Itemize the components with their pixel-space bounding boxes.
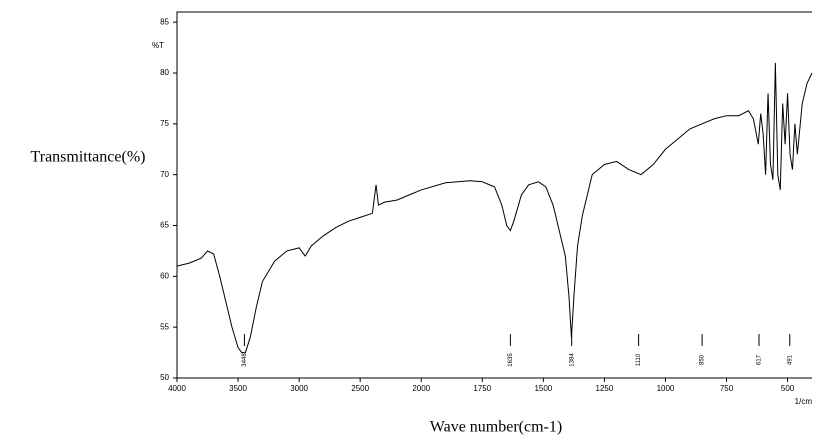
x-tick-label: 500 bbox=[781, 384, 795, 393]
plot-frame bbox=[176, 11, 812, 379]
peak-label: 1635 bbox=[508, 353, 514, 367]
y-tick-label: 60 bbox=[160, 271, 169, 280]
x-tick-label: 1750 bbox=[473, 384, 491, 393]
x-tick-label: 750 bbox=[720, 384, 734, 393]
y-tick-label: 70 bbox=[160, 170, 169, 179]
x-tick-label: 3500 bbox=[229, 384, 247, 393]
x-tick-label: 2000 bbox=[412, 384, 430, 393]
y-tick-label: 85 bbox=[160, 17, 169, 26]
x-unit: 1/cm bbox=[795, 397, 813, 406]
spectrum-line bbox=[176, 62, 813, 354]
y-tick-label: 75 bbox=[160, 119, 169, 128]
y-unit: %T bbox=[152, 41, 164, 50]
y-axis-label: Transmittance(%) bbox=[31, 149, 146, 166]
y-tick-label: 80 bbox=[160, 68, 169, 77]
x-axis-label: Wave number(cm-1) bbox=[430, 419, 562, 436]
y-tick-label: 50 bbox=[160, 373, 169, 382]
y-tick-label: 55 bbox=[160, 322, 169, 331]
peak-label: 1110 bbox=[636, 353, 642, 366]
x-tick-label: 2500 bbox=[351, 384, 369, 393]
y-tick-label: 65 bbox=[160, 221, 169, 230]
peak-label: 1384 bbox=[569, 353, 575, 367]
peak-label: 3448 bbox=[242, 353, 248, 367]
x-tick-label: 3000 bbox=[290, 384, 308, 393]
x-tick-label: 1000 bbox=[657, 384, 675, 393]
x-tick-label: 1500 bbox=[534, 384, 552, 393]
x-tick-label: 4000 bbox=[168, 384, 186, 393]
peak-label: 491 bbox=[787, 354, 793, 365]
peak-label: 617 bbox=[757, 354, 763, 365]
x-tick-label: 1250 bbox=[596, 384, 614, 393]
peak-label: 850 bbox=[700, 354, 706, 365]
